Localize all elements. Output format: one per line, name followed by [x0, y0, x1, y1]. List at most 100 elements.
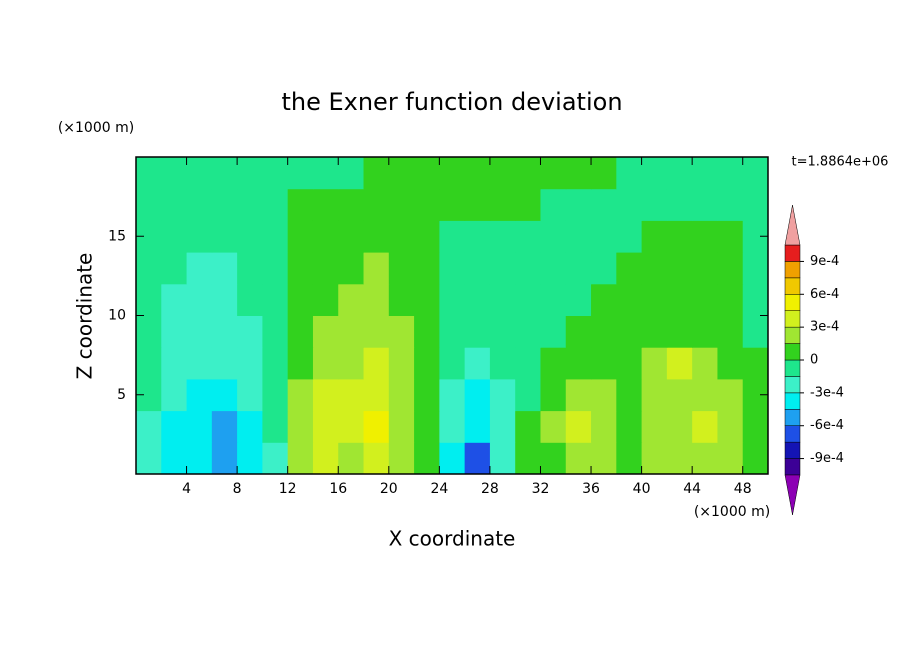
x-axis-label: X coordinate: [389, 527, 516, 551]
colorbar-band: [784, 310, 801, 328]
field-cell: [439, 283, 466, 316]
field-cell: [489, 378, 516, 412]
field-cell: [717, 410, 744, 443]
field-cell: [262, 188, 289, 221]
x-tick-label: 8: [233, 481, 242, 497]
field-cell: [717, 283, 744, 316]
colorbar-band: [784, 458, 801, 476]
field-cell: [591, 188, 617, 221]
field-cell: [414, 252, 440, 285]
field: [136, 157, 769, 475]
field-cell: [540, 188, 567, 221]
field-cell: [186, 188, 213, 221]
field-cell: [515, 252, 541, 285]
field-cell: [136, 410, 162, 443]
field-cell: [464, 442, 491, 475]
field-cell: [338, 410, 365, 443]
field-cell: [591, 410, 617, 443]
field-cell: [414, 347, 440, 380]
field-cell: [692, 283, 718, 316]
field-cell: [211, 283, 238, 316]
field-cell: [641, 378, 668, 412]
field-cell: [464, 347, 491, 380]
field-cell: [363, 410, 390, 443]
field-cell: [287, 220, 314, 253]
field-cell: [717, 188, 744, 221]
field-cell: [211, 188, 238, 221]
field-cell: [363, 252, 390, 285]
x-tick-label: 12: [279, 481, 297, 497]
field-cell: [489, 157, 516, 190]
field-cell: [237, 442, 263, 475]
field-cell: [540, 220, 567, 253]
field-cell: [211, 252, 238, 285]
field-cell: [692, 252, 718, 285]
field-cell: [464, 283, 491, 316]
field-cell: [616, 220, 643, 253]
field-cell: [439, 252, 466, 285]
field-cell: [136, 252, 162, 285]
field-cell: [742, 347, 769, 380]
field-cell: [565, 410, 592, 443]
field-cell: [641, 252, 668, 285]
colorbar-band: [784, 409, 801, 426]
field-cell: [388, 188, 415, 221]
field-cell: [692, 442, 718, 475]
field-cell: [262, 220, 289, 253]
field-cell: [489, 188, 516, 221]
field-cell: [312, 410, 339, 443]
field-cell: [742, 157, 769, 190]
field-cell: [338, 188, 365, 221]
field-cell: [262, 252, 289, 285]
field-cell: [338, 347, 365, 380]
field-cell: [186, 347, 213, 380]
time-label: t=1.8864e+06: [792, 155, 889, 170]
field-cell: [414, 283, 440, 316]
colorbar-band: [784, 244, 801, 262]
x-tick-label: 44: [683, 481, 701, 497]
field-cell: [136, 157, 162, 190]
field-cell: [540, 347, 567, 380]
field-cell: [363, 188, 390, 221]
y-axis-label: Z coordinate: [73, 253, 97, 380]
field-cell: [161, 347, 188, 380]
field-cell: [692, 315, 718, 348]
colorbar-band: [784, 376, 801, 394]
field-cell: [666, 188, 693, 221]
field-cell: [414, 220, 440, 253]
x-tick-label: 16: [329, 481, 347, 497]
field-cell: [565, 157, 592, 190]
field-cell: [565, 220, 592, 253]
field-cell: [237, 410, 263, 443]
field-cell: [666, 410, 693, 443]
field-cell: [262, 442, 289, 475]
field-cell: [515, 347, 541, 380]
field-cell: [717, 157, 744, 190]
field-cell: [489, 252, 516, 285]
field-cell: [439, 378, 466, 412]
field-cell: [717, 347, 744, 380]
field-cell: [237, 252, 263, 285]
field-cell: [237, 347, 263, 380]
field-cell: [515, 157, 541, 190]
field-cell: [540, 315, 567, 348]
field-cell: [363, 220, 390, 253]
field-cell: [414, 157, 440, 190]
colorbar-low-triangle: [784, 474, 801, 516]
field-cell: [414, 410, 440, 443]
field-cell: [641, 315, 668, 348]
field-cell: [464, 252, 491, 285]
field-cell: [287, 252, 314, 285]
colorbar-tick-label: -9e-4: [810, 451, 844, 466]
field-cell: [565, 442, 592, 475]
field-cell: [565, 252, 592, 285]
field-cell: [388, 410, 415, 443]
field-cell: [489, 347, 516, 380]
field-cell: [312, 220, 339, 253]
field-cell: [237, 188, 263, 221]
colorbar-high-triangle: [784, 204, 801, 246]
colorbar-tick-label: -6e-4: [810, 418, 844, 433]
field-cell: [186, 315, 213, 348]
